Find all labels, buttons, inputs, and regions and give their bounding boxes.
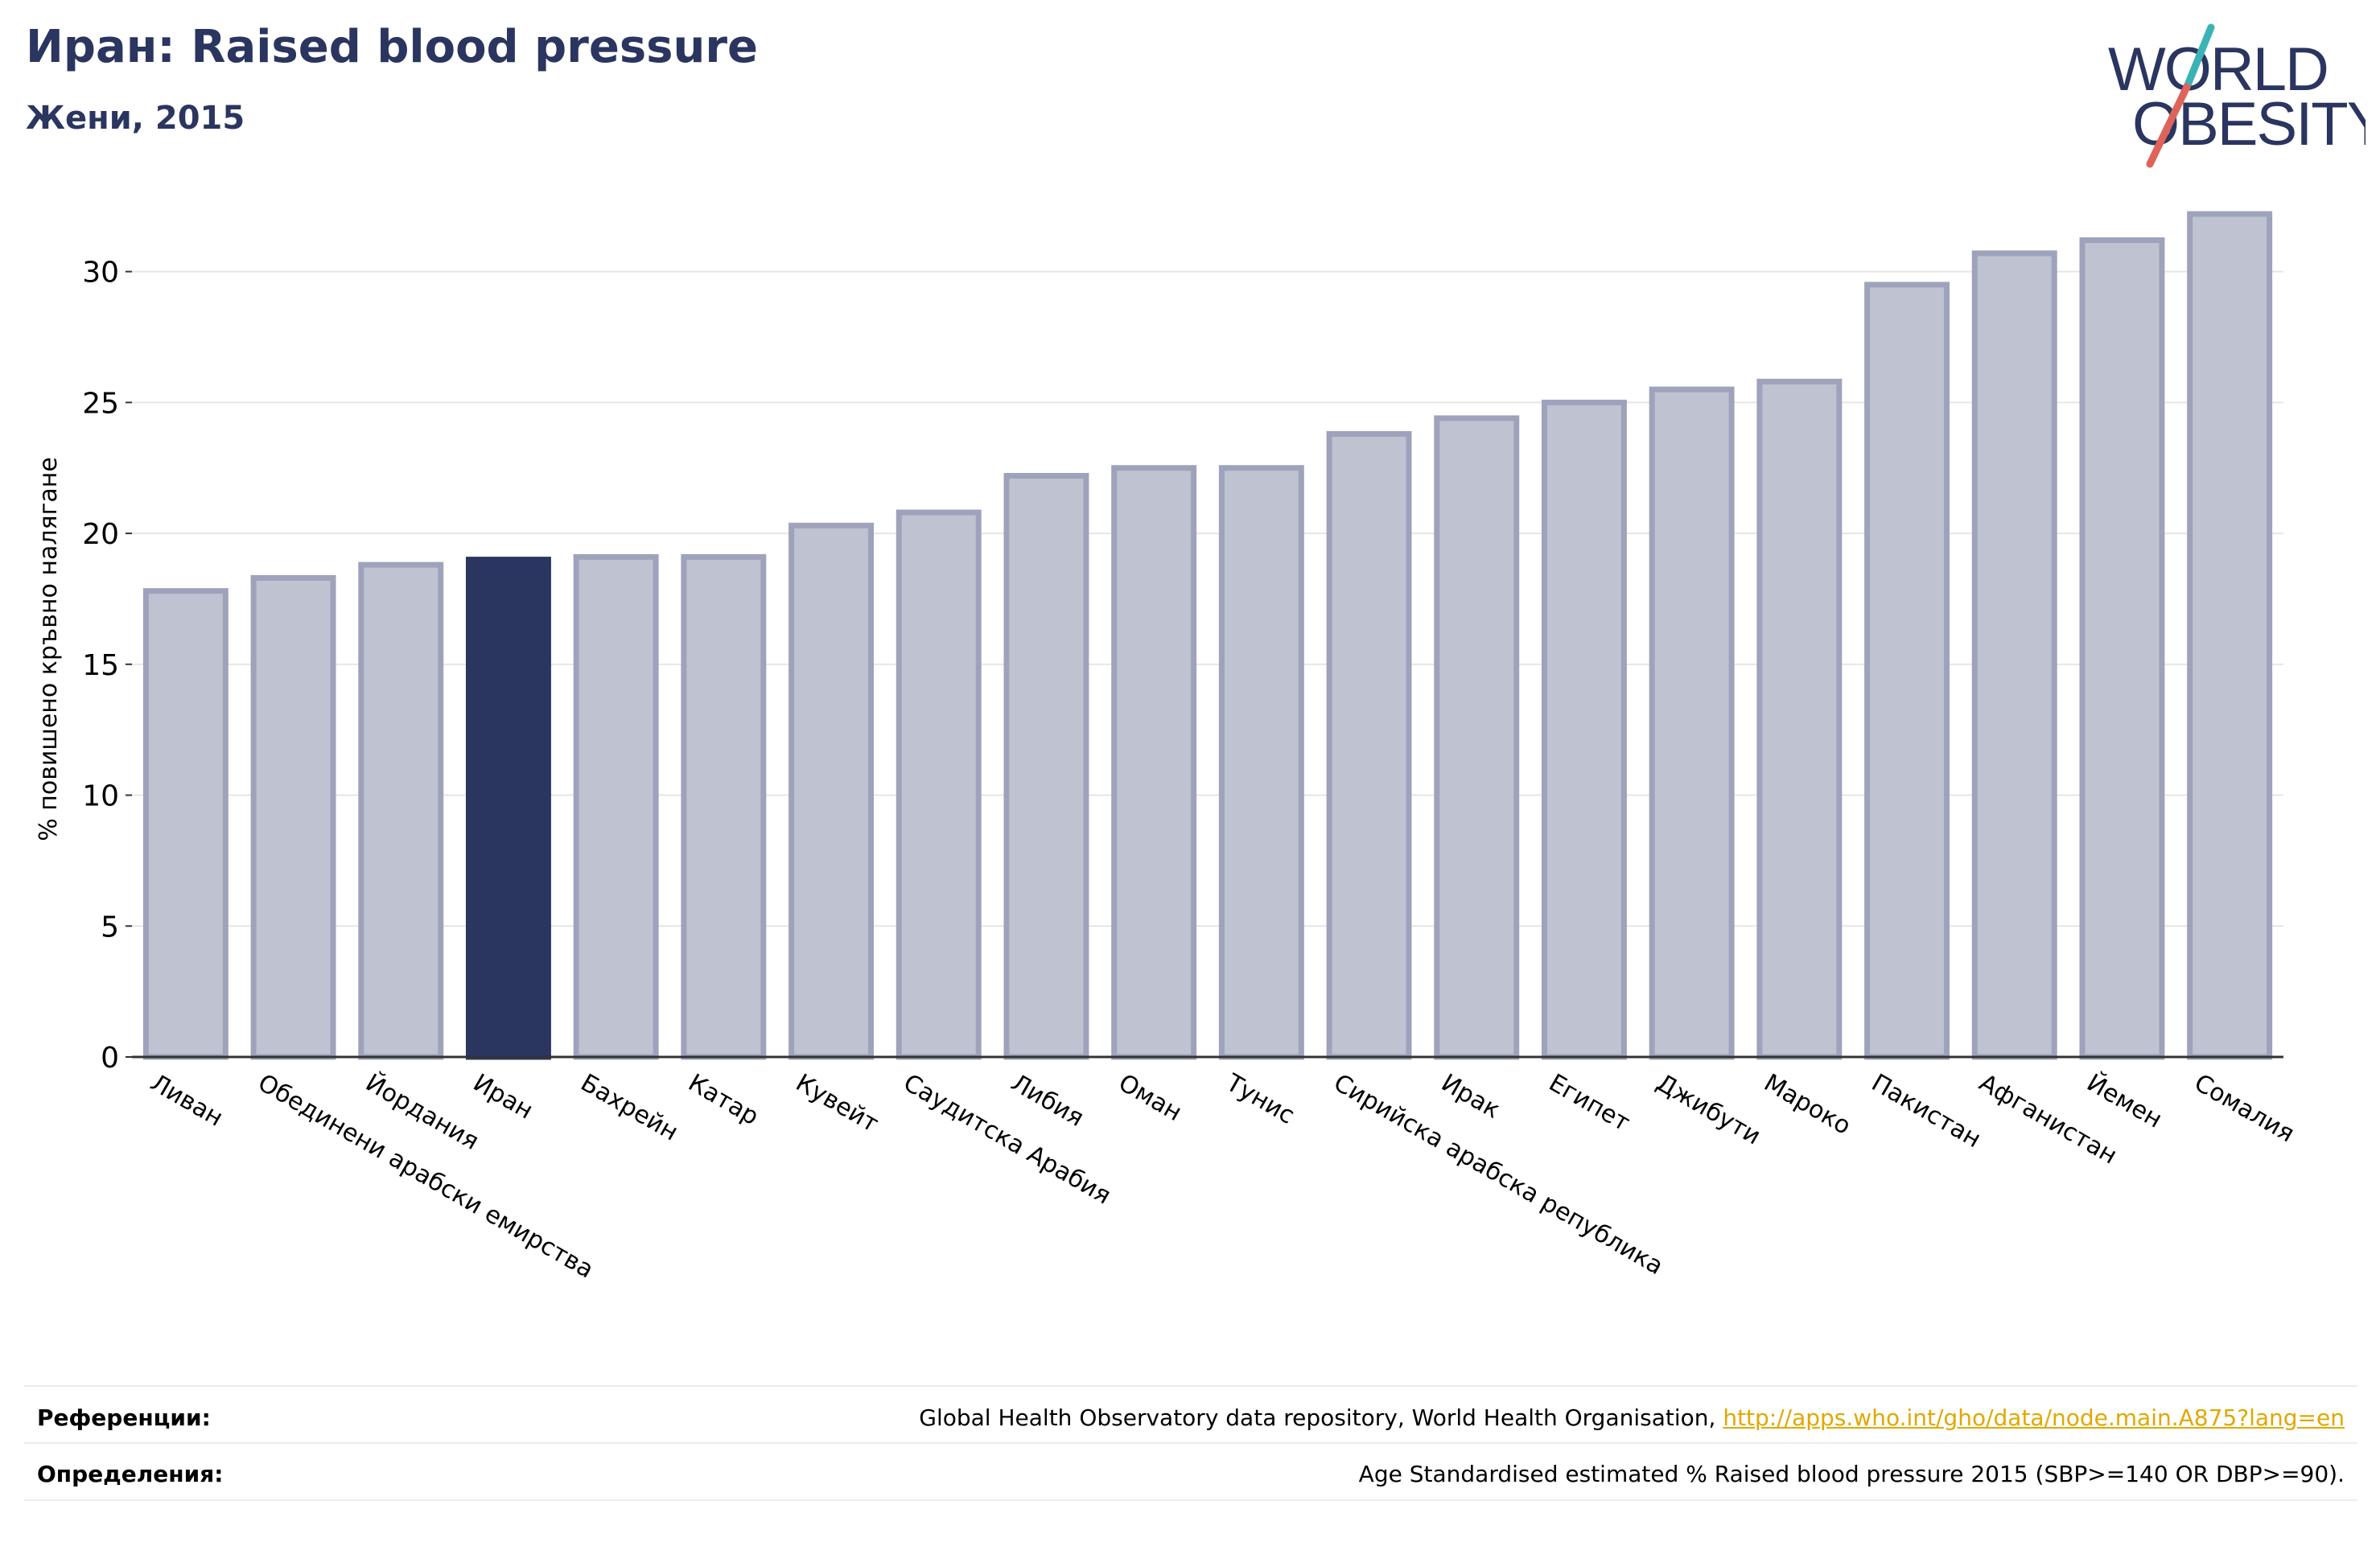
y-tick-label: 25 (82, 387, 119, 420)
bar (250, 574, 336, 1060)
bar (1864, 282, 1950, 1060)
bar (1111, 465, 1197, 1060)
references-text: Global Health Observatory data repositor… (919, 1404, 2345, 1431)
y-tick-label: 10 (82, 780, 119, 813)
y-tick-label: 20 (82, 518, 119, 551)
world-obesity-logo: WORLD OBESITY (2108, 23, 2366, 168)
bar (142, 588, 229, 1060)
x-tick-label: Оман (1114, 1069, 1186, 1127)
bar (1326, 430, 1412, 1060)
x-tick-label: Египет (1544, 1069, 1635, 1137)
footer-divider-top (24, 1385, 2357, 1387)
x-tick-label: Мароко (1759, 1069, 1855, 1141)
x-tick-label: Кувейт (791, 1069, 883, 1138)
bar (789, 522, 875, 1060)
chart-subtitle: Жени, 2015 (26, 100, 245, 137)
bar (1756, 378, 1843, 1060)
bar-chart: 0 5 10 15 20 25 30 % повишено кръвно налягане Ли… (35, 211, 2299, 1285)
bar (1541, 399, 1627, 1060)
bar (1434, 415, 1520, 1060)
definitions-text: Age Standardised estimated % Raised bloo… (1358, 1461, 2345, 1487)
chart-title: Иран: Raised blood pressure (26, 21, 758, 73)
x-tick-label: Ирак (1436, 1069, 1505, 1125)
footer-divider-bottom (24, 1499, 2357, 1501)
bar (681, 553, 767, 1060)
x-tick-label: Ливан (146, 1069, 228, 1133)
x-tick-label: Бахрейн (576, 1069, 683, 1147)
y-tick-label: 30 (82, 257, 119, 290)
bar (2187, 211, 2273, 1060)
x-tick-label: Иран (468, 1069, 537, 1125)
bar (1971, 250, 2057, 1060)
footer-divider-middle (24, 1442, 2357, 1444)
bar (1649, 386, 1735, 1060)
bar (573, 553, 659, 1060)
y-axis-label: % повишено кръвно налягане (35, 457, 63, 841)
logo-slash-teal (2183, 23, 2215, 91)
y-tick-label: 0 (101, 1042, 119, 1075)
x-tick-label: Пакистан (1867, 1069, 1986, 1154)
references-link[interactable]: http://apps.who.int/gho/data/node.main.A… (1723, 1404, 2345, 1431)
logo-word-world: WORLD (2108, 35, 2328, 104)
x-tick-label: Тунис (1221, 1068, 1299, 1130)
x-tick-label: Йемен (2081, 1068, 2167, 1134)
references-label: Референции: (37, 1404, 211, 1431)
x-tick-label: Либия (1006, 1069, 1088, 1133)
bar (896, 509, 982, 1060)
bar (1218, 465, 1304, 1060)
x-tick-label: Джибути (1652, 1069, 1766, 1151)
definitions-label: Определения: (37, 1461, 224, 1487)
logo-slash-red (2146, 83, 2191, 168)
bar (1003, 472, 1089, 1060)
references-source: Global Health Observatory data repositor… (919, 1404, 1723, 1431)
y-tick-label: 15 (82, 649, 119, 682)
x-tick-label: Катар (683, 1069, 763, 1132)
x-tick-label: Сомалия (2189, 1069, 2299, 1149)
y-tick-label: 5 (101, 911, 119, 944)
bar (2079, 237, 2165, 1060)
bar-highlight (465, 557, 551, 1060)
bar (358, 561, 444, 1060)
